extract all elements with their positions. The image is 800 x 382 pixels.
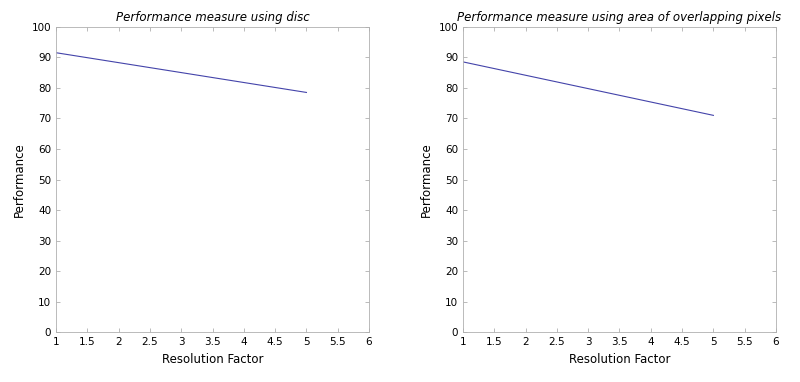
Y-axis label: Performance: Performance	[13, 142, 26, 217]
X-axis label: Resolution Factor: Resolution Factor	[569, 353, 670, 366]
Title: Performance measure using disc: Performance measure using disc	[116, 11, 310, 24]
X-axis label: Resolution Factor: Resolution Factor	[162, 353, 263, 366]
Title: Performance measure using area of overlapping pixels: Performance measure using area of overla…	[458, 11, 782, 24]
Y-axis label: Performance: Performance	[420, 142, 433, 217]
